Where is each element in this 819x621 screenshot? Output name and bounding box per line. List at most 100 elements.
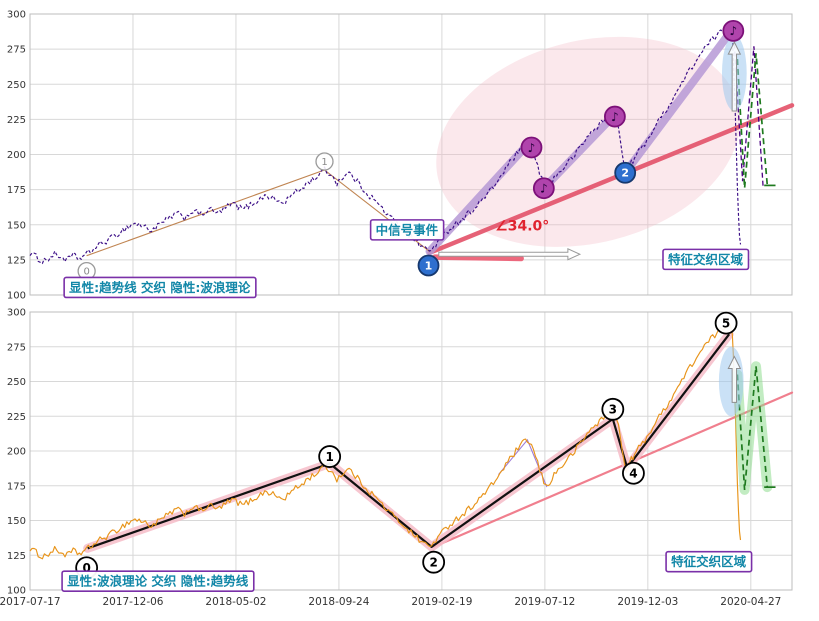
x-axis-labels: 2017-07-17 2017-12-06 2018-05-02 2018-09-24…: [0, 596, 781, 608]
forecast-green-dashed: [736, 366, 769, 490]
x-tick-label: 2017-12-06: [102, 596, 163, 608]
marker-circle: [422, 550, 446, 574]
marker-circle: [714, 311, 738, 335]
marker-wave-5: 5: [714, 311, 738, 335]
marker-wave-4: 4: [622, 461, 645, 485]
panel-border: [29, 311, 793, 591]
feature-region-label-text: 特征交织区域: [671, 554, 747, 569]
marker-circle: [315, 152, 334, 171]
marker-label: ♪: [729, 24, 737, 38]
y-tick-label: 200: [7, 150, 26, 161]
marker-circle: [417, 254, 440, 277]
panel-trendline-explicit: 100 125 150 175 200 225 250 275 300 ∠34.0° 0 1 1 2 ♪ ♪ ♪…: [7, 10, 795, 302]
marker-label: ♪: [540, 182, 548, 196]
wave-line: [87, 333, 731, 550]
y-tick-label: 300: [7, 308, 26, 319]
y-tick-label: 225: [7, 115, 26, 126]
marker-circle: [520, 136, 543, 159]
marker-note-♪: ♪: [603, 105, 626, 128]
trend-band-1: [539, 112, 617, 193]
marker-label: 3: [609, 403, 617, 417]
marker-circle: [601, 397, 625, 421]
marker-label: 0: [83, 267, 89, 278]
feature-region-label-box: [662, 248, 750, 271]
marker-circle: [622, 461, 645, 485]
y-tick-label: 175: [7, 481, 26, 492]
panel-caption-box: [63, 276, 257, 299]
marker-label: ♪: [611, 110, 619, 124]
forecast-green-dashed: [736, 53, 769, 189]
focus-ellipse: [718, 346, 744, 417]
marker-label: 5: [722, 316, 730, 330]
y-tick-label: 125: [7, 255, 26, 266]
marker-note-♪: ♪: [532, 177, 555, 200]
marker-wave-1: 1: [318, 445, 342, 468]
feature-region-label: 特征交织区域: [662, 248, 750, 271]
marker-circle: [603, 105, 626, 128]
marker-label: 4: [629, 467, 637, 481]
y-tick-label: 250: [7, 377, 26, 388]
y-tick-label: 100: [7, 586, 26, 597]
panel-caption-text: 显性:趋势线 交织 隐性:波浪理论: [69, 280, 251, 295]
angle-baseline-bar: [431, 254, 524, 262]
marker-label: 2: [621, 167, 629, 180]
x-tick-label: 2020-04-27: [720, 596, 781, 608]
angle-label: ∠34.0°: [495, 218, 549, 234]
y-tick-label: 250: [7, 80, 26, 91]
marker-gray-0: 0: [77, 261, 96, 281]
y-tick-label: 225: [7, 412, 26, 423]
feature-region-label-text: 特征交织区域: [668, 252, 744, 267]
marker-label: 1: [325, 450, 333, 464]
marker-blue-2: 2: [614, 161, 637, 184]
marker-circle: [614, 161, 637, 184]
x-tick-label: 2019-07-12: [514, 596, 575, 608]
signal-event-label-box: [369, 219, 445, 241]
x-tick-label: 2019-12-03: [617, 596, 678, 608]
hidden-overlay-line: [498, 438, 548, 488]
signal-event-label: 中信号事件: [369, 219, 445, 241]
price-line: [29, 324, 742, 560]
marker-note-♪: ♪: [520, 136, 543, 159]
marker-circle: [722, 19, 745, 42]
angle-arrow: [438, 247, 582, 261]
y-tick-label: 150: [7, 516, 26, 527]
y-tick-label: 175: [7, 185, 26, 196]
y-tick-label: 200: [7, 447, 26, 458]
panel-wave-explicit: 100 125 150 175 200 225 250 275 300 0 1 2 3 4 5 显性:波浪理论…: [7, 308, 794, 597]
y-tick-label: 275: [7, 342, 26, 353]
marker-wave-3: 3: [601, 397, 625, 421]
marker-circle: [532, 177, 555, 200]
marker-label: 2: [429, 556, 437, 570]
marker-gray-1: 1: [315, 152, 334, 171]
x-tick-label: 2017-07-17: [0, 596, 61, 608]
feature-region-label-box: [665, 550, 753, 573]
x-tick-label: 2018-09-24: [308, 596, 369, 608]
trend-band-2: [622, 25, 737, 176]
support-trendline: [427, 103, 795, 256]
marker-note-♪: ♪: [722, 19, 745, 42]
feature-region-label: 特征交织区域: [665, 550, 753, 573]
marker-circle: [318, 445, 342, 468]
panel-caption: 显性:波浪理论 交织 隐性:趋势线: [61, 570, 255, 592]
signal-event-label-text: 中信号事件: [376, 222, 439, 237]
forecast-purple-dashed: [733, 43, 764, 189]
marker-label: ♪: [528, 141, 536, 155]
trend-band-0: [425, 140, 532, 256]
y-tick-label: 150: [7, 220, 26, 231]
y-tick-label: 275: [7, 45, 26, 56]
panel-border: [29, 13, 793, 296]
y-tick-label: 100: [7, 291, 26, 302]
panel-caption: 显性:趋势线 交织 隐性:波浪理论: [63, 276, 257, 299]
up-arrow: [727, 355, 742, 403]
hidden-overlay-line: [86, 169, 430, 257]
marker-label: 1: [425, 259, 433, 272]
panel-caption-box: [61, 570, 255, 592]
panel-caption-text: 显性:波浪理论 交织 隐性:趋势线: [67, 574, 249, 589]
support-trendline: [432, 391, 794, 549]
y-tick-label: 125: [7, 551, 26, 562]
marker-wave-2: 2: [422, 550, 446, 574]
x-tick-label: 2018-05-02: [205, 596, 266, 608]
marker-blue-1: 1: [417, 254, 440, 277]
